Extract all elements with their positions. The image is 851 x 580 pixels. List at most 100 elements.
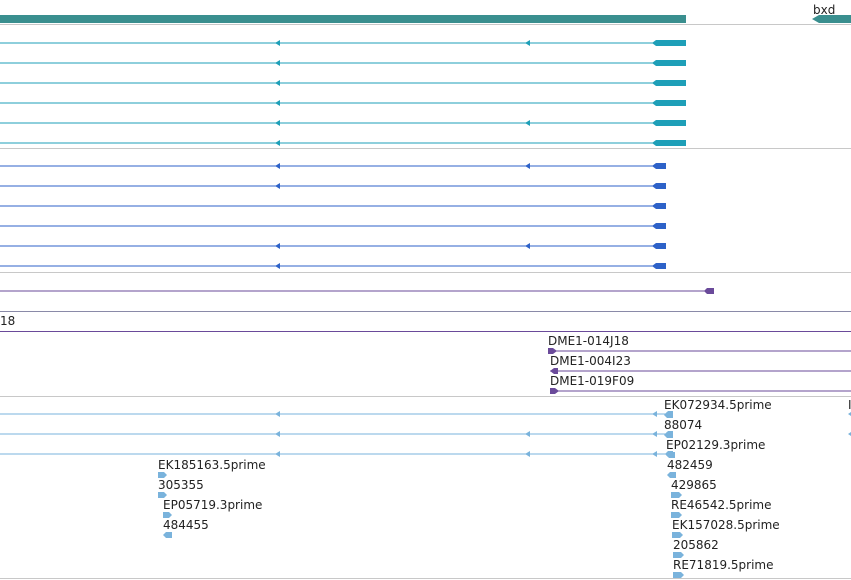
bac-clone[interactable]: DME1-019F09 bbox=[550, 374, 851, 394]
strand-arrow-icon bbox=[652, 431, 657, 437]
bac-clone-label: DME1-004I23 bbox=[550, 354, 631, 368]
est-labels-right: EK072934.5prime 88074 EP02129.3prime 482459… bbox=[664, 398, 780, 578]
bac-clone[interactable]: DME1-004I23 bbox=[550, 354, 851, 374]
est-feature-arrow[interactable] bbox=[673, 572, 684, 578]
strand-arrow-icon bbox=[275, 120, 280, 126]
strand-arrow-icon bbox=[525, 431, 530, 437]
strand-arrow-icon bbox=[275, 183, 280, 189]
transcript-exon[interactable] bbox=[652, 100, 686, 106]
bac-clone-label: DME1-014J18 bbox=[548, 334, 629, 348]
strand-arrow-icon bbox=[275, 140, 280, 146]
transcript-exon[interactable] bbox=[652, 60, 686, 66]
strand-arrow-icon bbox=[652, 451, 657, 457]
est-alignment[interactable] bbox=[0, 411, 673, 417]
strand-arrow-icon bbox=[525, 40, 530, 46]
est-clipped-arrow[interactable] bbox=[848, 432, 851, 436]
gene-bar[interactable] bbox=[0, 15, 686, 23]
strand-arrow-icon bbox=[275, 411, 280, 417]
est-feature-label: RE71819.5prime bbox=[673, 558, 774, 572]
est-feature[interactable]: EP05719.3prime bbox=[163, 498, 262, 518]
est-feature[interactable]: 484455 bbox=[163, 518, 209, 538]
est-feature-label: 205862 bbox=[673, 538, 719, 552]
est-feature-arrow[interactable] bbox=[672, 532, 683, 538]
est-feature-arrow[interactable] bbox=[667, 472, 676, 478]
purple-transcript-track bbox=[0, 288, 714, 294]
transcript-row[interactable] bbox=[0, 140, 686, 146]
est-feature-arrow[interactable] bbox=[158, 492, 167, 498]
est-alignment[interactable] bbox=[0, 431, 673, 437]
transcript-row[interactable] bbox=[0, 40, 686, 46]
est-alignment[interactable] bbox=[0, 451, 673, 457]
transcript-row[interactable] bbox=[0, 60, 686, 66]
est-feature-arrow[interactable] bbox=[158, 472, 167, 478]
transcript-exon[interactable] bbox=[652, 40, 686, 46]
est-feature[interactable]: EK072934.5prime bbox=[664, 398, 772, 418]
transcript-exon[interactable] bbox=[652, 223, 666, 229]
est-feature[interactable]: 305355 bbox=[158, 478, 204, 498]
transcript-exon[interactable] bbox=[704, 288, 714, 294]
est-feature[interactable]: EP02129.3prime bbox=[666, 438, 765, 458]
bac-clone-label: DME1-019F09 bbox=[550, 374, 634, 388]
bac-clone-track: DME1-014J18 DME1-004I23 DME1-019F09 bbox=[548, 334, 851, 394]
transcript-exon[interactable] bbox=[652, 163, 666, 169]
bac-clone[interactable]: DME1-014J18 bbox=[548, 334, 851, 354]
transcript-row[interactable] bbox=[0, 163, 666, 169]
partial-feature-label: 18 bbox=[0, 314, 15, 328]
est-feature-label: EK185163.5prime bbox=[158, 458, 266, 472]
transcript-exon[interactable] bbox=[652, 140, 686, 146]
strand-arrow-icon bbox=[525, 120, 530, 126]
est-feature[interactable]: 205862 bbox=[673, 538, 719, 558]
est-feature-arrow[interactable] bbox=[163, 532, 172, 538]
est-feature-label: EK157028.5prime bbox=[672, 518, 780, 532]
est-feature-label: EP05719.3prime bbox=[163, 498, 262, 512]
est-feature[interactable]: RE46542.5prime bbox=[671, 498, 772, 518]
strand-arrow-icon bbox=[525, 163, 530, 169]
est-feature[interactable]: EK185163.5prime bbox=[158, 458, 266, 478]
est-feature-arrow[interactable] bbox=[671, 492, 682, 498]
est-feature[interactable]: 88074 bbox=[664, 418, 702, 438]
est-feature[interactable]: 482459 bbox=[667, 458, 713, 478]
strand-arrow-icon bbox=[550, 388, 559, 394]
est-feature-arrow[interactable] bbox=[666, 452, 675, 458]
est-feature-arrow[interactable] bbox=[671, 512, 682, 518]
strand-arrow-icon bbox=[525, 451, 530, 457]
gene-bxd-arrow[interactable] bbox=[812, 15, 851, 23]
est-labels-left: EK185163.5prime 305355 EP05719.3prime 48445… bbox=[158, 458, 266, 538]
transcript-row[interactable] bbox=[0, 243, 666, 249]
strand-arrow-icon bbox=[275, 431, 280, 437]
transcript-exon[interactable] bbox=[652, 120, 686, 126]
est-feature-label: RE46542.5prime bbox=[671, 498, 772, 512]
gene-label-bxd: bxd bbox=[813, 3, 835, 17]
strand-arrow-icon bbox=[275, 163, 280, 169]
strand-arrow-icon bbox=[275, 60, 280, 66]
strand-arrow-icon bbox=[275, 80, 280, 86]
transcript-row[interactable] bbox=[0, 120, 686, 126]
strand-arrow-icon bbox=[275, 100, 280, 106]
est-feature-arrow[interactable] bbox=[664, 412, 673, 418]
est-clipped-arrow[interactable] bbox=[848, 412, 851, 416]
est-feature[interactable]: 429865 bbox=[671, 478, 717, 498]
est-clipped-label: I bbox=[848, 398, 851, 412]
transcript-row[interactable] bbox=[0, 223, 666, 229]
transcript-row[interactable] bbox=[0, 203, 666, 209]
est-alignment-track bbox=[0, 411, 673, 457]
est-feature[interactable]: EK157028.5prime bbox=[672, 518, 780, 538]
transcript-track-blue bbox=[0, 163, 666, 269]
gene-track: bxd bbox=[0, 3, 851, 23]
transcript-row[interactable] bbox=[0, 80, 686, 86]
transcript-row[interactable] bbox=[0, 100, 686, 106]
est-feature[interactable]: RE71819.5prime bbox=[673, 558, 774, 578]
transcript-exon[interactable] bbox=[652, 203, 666, 209]
transcript-exon[interactable] bbox=[652, 243, 666, 249]
est-feature-arrow[interactable] bbox=[664, 432, 673, 438]
strand-arrow-icon bbox=[275, 451, 280, 457]
transcript-exon[interactable] bbox=[652, 80, 686, 86]
est-feature-label: 88074 bbox=[664, 418, 702, 432]
est-feature-arrow[interactable] bbox=[673, 552, 684, 558]
transcript-row[interactable] bbox=[0, 263, 666, 269]
est-feature-arrow[interactable] bbox=[163, 512, 172, 518]
transcript-row[interactable] bbox=[0, 183, 666, 189]
transcript-exon[interactable] bbox=[652, 183, 666, 189]
transcript-exon[interactable] bbox=[652, 263, 666, 269]
